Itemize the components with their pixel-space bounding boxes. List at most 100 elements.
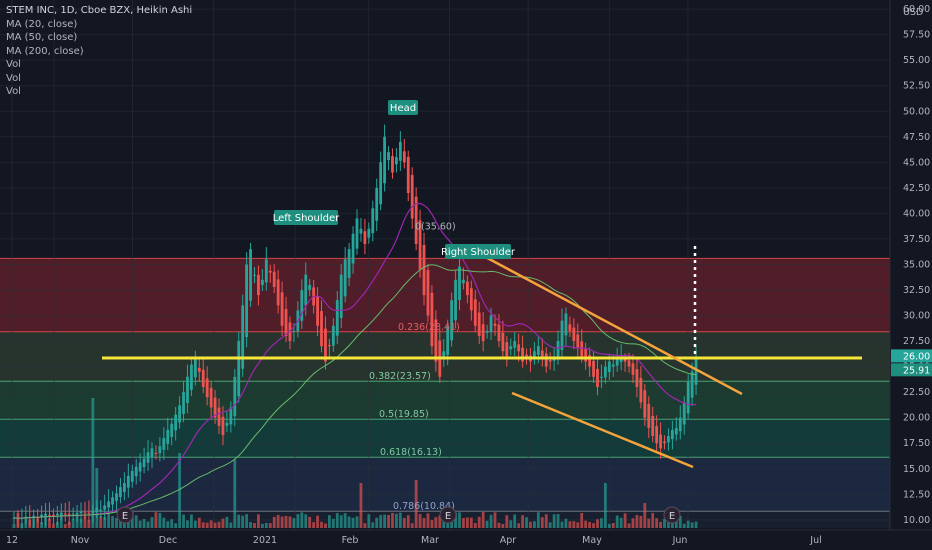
volume-bar-124 [501,523,505,528]
volume-bar-75 [308,516,312,528]
candle-body-63 [260,279,264,285]
volume-bar-47 [197,517,201,528]
volume-bar-76 [312,522,316,528]
fib-zones [0,257,890,528]
volume-bar-49 [205,522,209,528]
candle-body-141 [568,324,572,331]
candle-body-125 [505,342,509,357]
candle-body-55 [229,407,233,425]
price-tick-13: 27.50 [903,336,930,347]
price-tick-4: 50.00 [903,106,930,117]
symbol-title[interactable]: STEM INC, 1D, Cboe BZX, Heikin Ashi [6,5,193,16]
volume-bar-159 [639,515,643,528]
volume-bar-170 [682,523,686,528]
indicator-vol-3[interactable]: Vol [6,86,21,97]
candle-body-143 [576,334,580,349]
candle-body-64 [264,259,268,283]
chart-legend: STEM INC, 1D, Cboe BZX, Heikin Ashi MA (… [6,4,192,99]
candle-body-172 [690,371,694,398]
volume-bar-145 [584,520,588,528]
volume-bar-154 [619,517,623,528]
candle-body-132 [533,351,536,359]
candle-body-36 [154,452,158,454]
price-tick-7: 42.50 [903,183,930,194]
volume-bar-94 [383,514,386,528]
candle-body-33 [142,458,146,468]
candle-body-51 [213,397,217,418]
price-tick-2: 55.00 [903,55,930,66]
candle-body-92 [375,187,379,221]
candle-body-43 [182,392,185,414]
volume-bar-86 [351,517,355,528]
volume-bar-85 [347,516,351,528]
candle-body-85 [347,249,351,278]
candle-body-84 [343,259,347,297]
volume-bar-35 [150,517,154,528]
candle-body-138 [556,341,560,359]
volume-bar-135 [544,514,548,528]
volume-bar-61 [253,523,256,528]
volume-bar-101 [410,523,414,528]
volume-bar-15 [71,518,75,528]
candle-body-17 [79,511,83,514]
fib-zone-2 [0,381,890,420]
volume-bar-31 [134,515,138,528]
volume-bar-69 [284,515,288,528]
candle-body-144 [580,341,584,357]
volume-bar-95 [387,514,390,528]
volume-bar-70 [288,516,292,528]
volume-bar-151 [607,523,611,528]
volume-bar-88 [359,483,363,528]
candle-body-45 [190,364,193,390]
volume-bar-113 [458,512,461,528]
trendline-lower [511,391,694,469]
volume-bar-72 [296,514,300,528]
earnings-marker-0 [116,506,134,524]
volume-bar-10 [52,523,55,528]
volume-bar-54 [225,516,229,528]
price-unit: USD [903,7,923,18]
candle-body-171 [686,381,690,414]
candle-body-91 [371,208,375,234]
volume-bar-142 [572,521,576,528]
candle-body-156 [627,360,631,367]
candle-body-46 [193,358,197,378]
volume-bar-39 [166,521,170,528]
indicator-ma20[interactable]: MA (20, close) [6,18,78,30]
candle-body-47 [197,367,201,372]
candle-body-77 [316,296,319,326]
candle-body-16 [75,512,79,514]
candle-body-159 [639,378,643,403]
indicator-ma200[interactable]: MA (200, close) [6,45,84,57]
volume-bars [12,398,698,528]
candle-body-22 [99,509,103,511]
candle-body-81 [331,325,335,346]
candle-body-146 [588,355,592,367]
price-tick-9: 37.50 [903,234,930,245]
candle-body-5 [32,515,36,518]
indicator-vol-2[interactable]: Vol [6,72,21,84]
candle-body-65 [268,270,272,273]
volume-bar-13 [63,523,67,528]
annotation-box-2 [445,244,511,259]
volume-bar-91 [371,522,375,528]
candle-body-34 [146,452,150,463]
candle-body-123 [497,324,501,342]
volume-bar-33 [142,518,146,528]
volume-bar-82 [335,513,339,528]
volume-bar-63 [260,523,264,528]
candle-body-128 [517,344,521,352]
price-tick-11: 32.50 [903,285,930,296]
last-close-box [891,363,932,377]
indicator-ma50[interactable]: MA (50, close) [6,32,78,43]
indicator-vol-1[interactable]: Vol [6,59,21,70]
candle-body-147 [592,360,595,377]
candle-body-94 [383,136,386,184]
annotation-label-1: Left Shoulder [273,213,340,224]
earnings-marker-2 [663,506,681,524]
candle-body-111 [450,300,454,341]
candle-body-69 [284,309,288,336]
volume-bar-24 [107,513,111,528]
volume-bar-140 [564,518,568,528]
